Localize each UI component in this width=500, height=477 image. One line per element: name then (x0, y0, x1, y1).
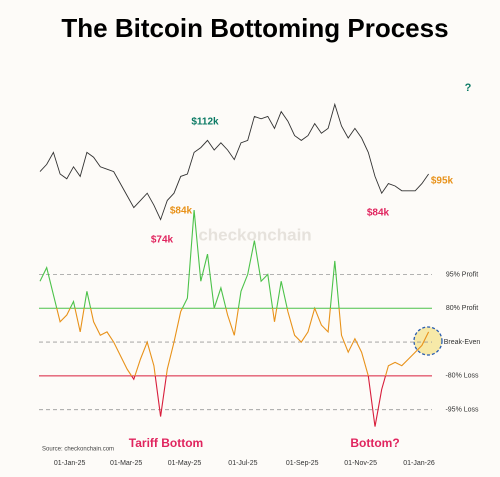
price-line (39, 102, 429, 221)
highlight-circle (413, 326, 443, 356)
x-tick-label: 01-Nov-25 (344, 460, 377, 467)
corner-mark: ? (465, 82, 472, 94)
price-annotation: $84k (367, 208, 390, 219)
price-annotation: $95k (431, 176, 454, 187)
x-tick-label: 01-Jan-26 (403, 460, 435, 467)
oscillator-line (39, 210, 430, 427)
level-label: -80% Loss (445, 373, 479, 380)
x-tick-label: 01-Mar-25 (110, 460, 142, 467)
oscillator-annotation: Tariff Bottom (129, 436, 203, 450)
level-label: -95% Loss (445, 407, 479, 414)
chart-title: The Bitcoin Bottoming Process (61, 13, 448, 43)
x-tick-label: 01-Jul-25 (228, 460, 257, 467)
price-annotation: $84k (170, 206, 193, 217)
price-annotation: $74k (151, 235, 174, 246)
x-tick-label: 01-May-25 (168, 460, 202, 467)
x-tick-label: 01-Sep-25 (286, 460, 319, 467)
oscillator-annotation: Bottom? (350, 436, 399, 450)
watermark: checkonchain (198, 225, 311, 244)
level-label: Break-Even (444, 339, 481, 346)
price-annotation: $112k (191, 117, 219, 128)
level-label: 80% Profit (446, 305, 478, 312)
x-tick-label: 01-Jan-25 (54, 460, 86, 467)
source: Source: checkonchain.com (42, 447, 114, 453)
level-label: 95% Profit (446, 271, 478, 278)
